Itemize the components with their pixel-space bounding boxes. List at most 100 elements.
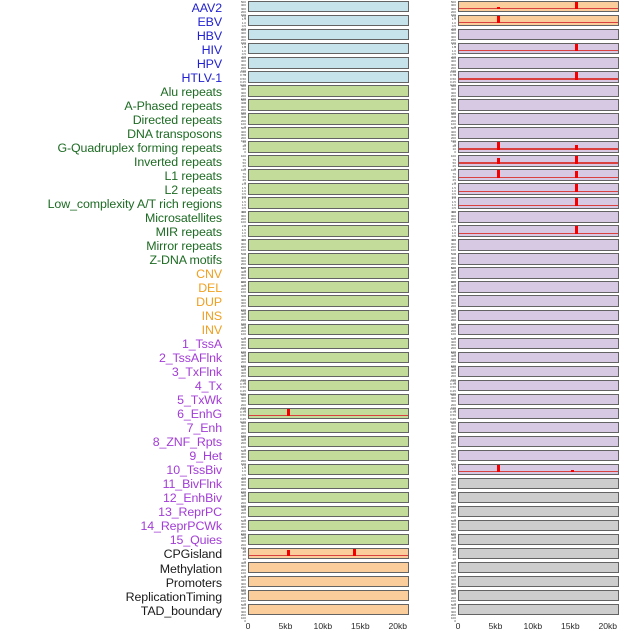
track-plot[interactable] [458, 141, 619, 153]
track-plot[interactable] [458, 435, 619, 448]
track-plot[interactable] [248, 421, 409, 434]
y-tick-label: 200 [450, 486, 456, 491]
track-plot[interactable] [458, 393, 619, 406]
track-plot[interactable] [458, 589, 619, 602]
y-tick-label: 0.25 [449, 80, 456, 84]
track-plot[interactable] [458, 477, 619, 490]
y-tick-label: 25 [452, 178, 456, 183]
track-plot[interactable] [248, 15, 409, 27]
track-plot[interactable] [248, 113, 409, 125]
track-y-axis: 500 400 300 200 100 0 [436, 56, 457, 76]
track-plot[interactable] [458, 225, 619, 237]
track-plot[interactable] [458, 491, 619, 504]
track-plot[interactable] [458, 295, 619, 307]
track-plot[interactable] [248, 365, 409, 377]
track-plot[interactable] [458, 197, 619, 209]
track-plot[interactable] [458, 449, 619, 462]
track-plot[interactable] [248, 435, 409, 448]
track-plot[interactable] [458, 379, 619, 392]
track-plot[interactable] [248, 71, 409, 83]
track-plot[interactable] [458, 85, 619, 97]
track-plot[interactable] [248, 141, 409, 153]
track-plot[interactable] [458, 421, 619, 434]
track-plot[interactable] [248, 463, 409, 476]
y-tick-label: 20 [452, 143, 456, 148]
track-plot[interactable] [458, 561, 619, 574]
track-plot[interactable] [458, 57, 619, 69]
track-plot[interactable] [248, 99, 409, 111]
track-plot[interactable] [458, 113, 619, 125]
track-plot[interactable] [458, 505, 619, 518]
track-plot[interactable] [248, 575, 409, 588]
track-plot[interactable] [248, 183, 409, 195]
track-plot[interactable] [458, 603, 619, 616]
track-plot[interactable] [458, 29, 619, 41]
track-plot[interactable] [248, 505, 409, 518]
track-plot[interactable] [458, 127, 619, 139]
track-plot[interactable] [458, 337, 619, 349]
track-plot[interactable] [458, 547, 619, 560]
track-plot[interactable] [458, 575, 619, 588]
track-plot[interactable] [248, 449, 409, 462]
track-plot[interactable] [248, 267, 409, 279]
track-plot[interactable] [248, 589, 409, 602]
track-plot[interactable] [248, 533, 409, 546]
track-plot[interactable] [248, 491, 409, 504]
track-plot[interactable] [248, 379, 409, 392]
track-data-area [459, 507, 618, 516]
track-plot[interactable] [458, 155, 619, 167]
y-tick-label: 300 [240, 525, 246, 530]
track-plot[interactable] [248, 1, 409, 13]
track-plot[interactable] [248, 43, 409, 55]
track-plot[interactable] [248, 323, 409, 335]
track-plot[interactable] [458, 351, 619, 363]
track-plot[interactable] [248, 127, 409, 139]
track-plot[interactable] [248, 603, 409, 616]
track-plot[interactable] [248, 295, 409, 307]
track-plot[interactable] [248, 351, 409, 363]
track-plot[interactable] [248, 477, 409, 490]
track-plot[interactable] [248, 57, 409, 69]
track-plot[interactable] [458, 99, 619, 111]
y-tick-label: 0.50 [239, 413, 246, 418]
track-plot[interactable] [458, 533, 619, 546]
track-plot[interactable] [248, 211, 409, 223]
track-plot[interactable] [248, 547, 409, 560]
track-plot[interactable] [458, 71, 619, 83]
track-plot[interactable] [458, 169, 619, 181]
track-plot[interactable] [458, 463, 619, 476]
track-plot[interactable] [248, 561, 409, 574]
track-plot[interactable] [248, 281, 409, 293]
track-plot[interactable] [248, 309, 409, 321]
y-tick-label: 100 [240, 598, 246, 603]
track-data-area [249, 282, 408, 291]
track-plot[interactable] [248, 225, 409, 237]
track-plot[interactable] [458, 519, 619, 532]
y-tick-label: 400 [450, 423, 456, 428]
track-plot[interactable] [248, 155, 409, 167]
track-plot[interactable] [458, 281, 619, 293]
track-plot[interactable] [248, 393, 409, 406]
track-plot[interactable] [458, 15, 619, 27]
track-plot[interactable] [458, 183, 619, 195]
track-plot[interactable] [458, 267, 619, 279]
track-plot[interactable] [458, 323, 619, 335]
track-plot[interactable] [458, 309, 619, 321]
track-plot[interactable] [458, 211, 619, 223]
track-plot[interactable] [458, 1, 619, 13]
track-plot[interactable] [248, 519, 409, 532]
track-plot[interactable] [458, 253, 619, 265]
track-plot[interactable] [248, 197, 409, 209]
track-plot[interactable] [458, 407, 619, 420]
track-plot[interactable] [248, 85, 409, 97]
track-plot[interactable] [458, 43, 619, 55]
track-plot[interactable] [248, 169, 409, 181]
track-plot[interactable] [458, 365, 619, 377]
track-plot[interactable] [248, 29, 409, 41]
track-plot[interactable] [248, 253, 409, 265]
track-data-area [459, 240, 618, 249]
track-plot[interactable] [248, 239, 409, 251]
track-plot[interactable] [248, 407, 409, 420]
track-plot[interactable] [458, 239, 619, 251]
track-plot[interactable] [248, 337, 409, 349]
